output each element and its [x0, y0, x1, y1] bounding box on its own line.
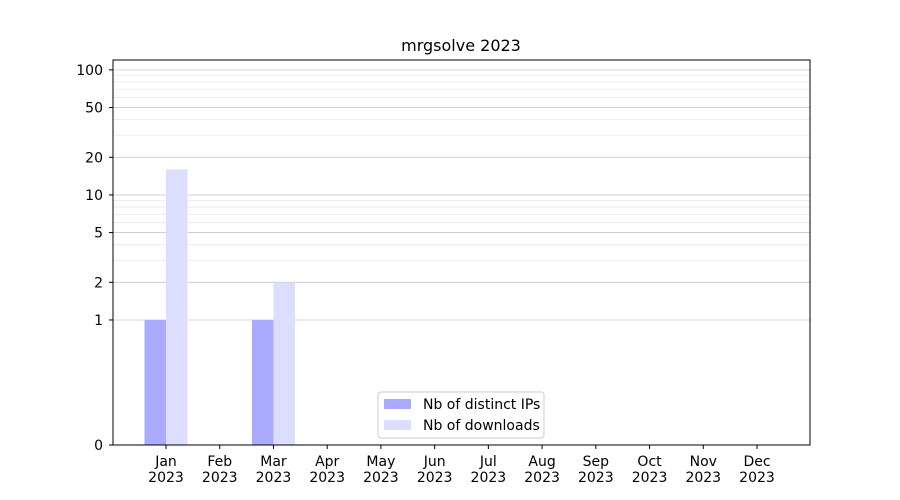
x-tick-label-year: 2023 — [309, 470, 345, 486]
legend-swatch — [384, 420, 411, 430]
y-axis: 0 1 2 5 10 20 50 100 — [76, 63, 113, 454]
bar — [273, 282, 295, 445]
x-tick-label-year: 2023 — [471, 470, 507, 486]
x-tick-label-month: Dec — [743, 454, 770, 470]
legend-label: Nb of distinct IPs — [423, 397, 540, 413]
legend-swatch — [384, 399, 411, 409]
plot-frame — [112, 59, 811, 446]
y-tick-label: 50 — [85, 101, 103, 117]
y-tick-label: 0 — [94, 438, 103, 454]
x-tick-label-year: 2023 — [685, 470, 721, 486]
y-tick-label: 2 — [94, 275, 103, 291]
y-tick-label: 100 — [76, 63, 103, 79]
x-tick-label-month: Feb — [207, 454, 232, 470]
y-tick-label: 1 — [94, 313, 103, 329]
legend-box — [377, 391, 545, 439]
x-tick-label-month: Sep — [583, 454, 610, 470]
chart-title: mrgsolve 2023 — [401, 36, 521, 55]
x-tick-label-year: 2023 — [417, 470, 453, 486]
x-tick-label-month: Nov — [690, 454, 717, 470]
bars — [144, 169, 295, 445]
x-tick-label-year: 2023 — [363, 470, 399, 486]
gridlines — [113, 69, 810, 446]
x-tick-label-year: 2023 — [739, 470, 775, 486]
x-tick-label-year: 2023 — [256, 470, 292, 486]
x-tick-label-month: Oct — [637, 454, 662, 470]
x-tick-label-month: Jan — [154, 454, 177, 470]
x-tick-label-month: Apr — [315, 454, 339, 470]
legend: Nb of distinct IPs Nb of downloads — [377, 391, 545, 439]
x-tick-label-month: Jun — [423, 454, 446, 470]
bar — [144, 319, 166, 445]
bar — [166, 169, 188, 445]
x-tick-label-month: May — [366, 454, 395, 470]
x-axis: Jan2023Feb2023Mar2023Apr2023May2023Jun20… — [148, 445, 775, 486]
x-tick-label-year: 2023 — [202, 470, 238, 486]
y-tick-label: 5 — [94, 226, 103, 242]
x-tick-label-month: Mar — [260, 454, 287, 470]
x-tick-label-year: 2023 — [632, 470, 668, 486]
x-tick-label-month: Aug — [528, 454, 555, 470]
legend-label: Nb of downloads — [423, 418, 540, 434]
x-tick-label-year: 2023 — [578, 470, 614, 486]
y-tick-label: 10 — [85, 188, 103, 204]
x-tick-label-year: 2023 — [524, 470, 560, 486]
y-tick-label: 20 — [85, 150, 103, 166]
x-tick-label-year: 2023 — [148, 470, 184, 486]
bar — [251, 319, 274, 445]
x-tick-label-month: Jul — [479, 454, 497, 470]
